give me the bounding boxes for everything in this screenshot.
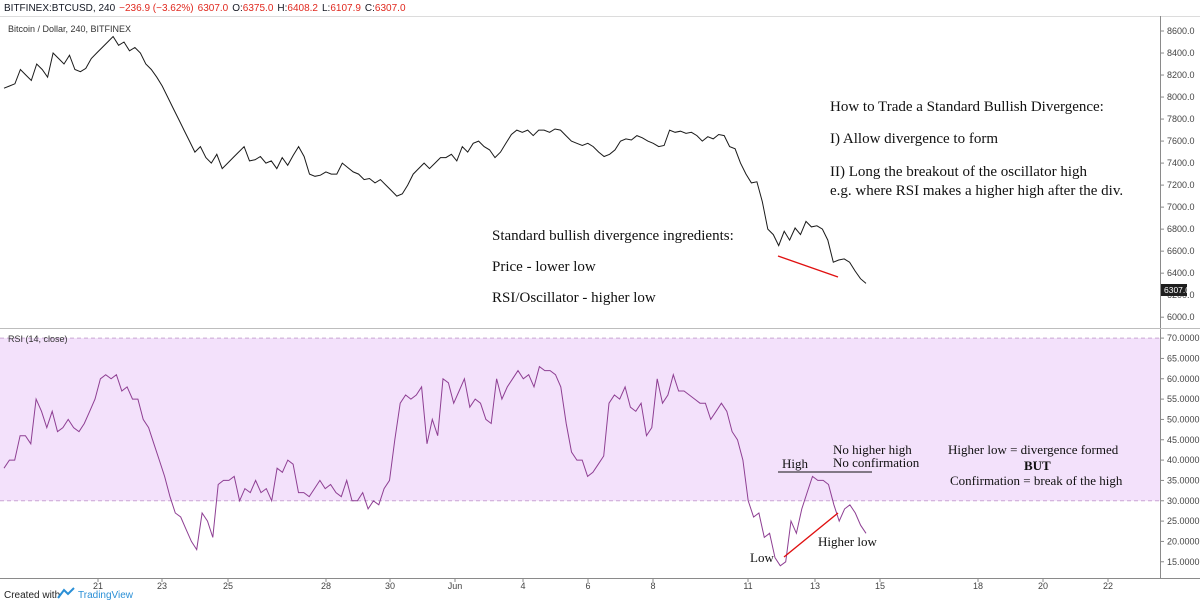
rsi-band: [0, 338, 1160, 501]
confirmation-text: Confirmation = break of the high: [950, 473, 1123, 488]
time-axis-tick-label: 21: [93, 581, 103, 591]
rsi-divergence-line: [783, 512, 839, 558]
time-axis: 21 23 25 28 30 Jun 4 6 8 11 13 15 18 20 22: [93, 578, 1113, 591]
price-series-line: [3, 35, 867, 284]
rsi-axis-tick-label: 15.0000: [1167, 557, 1200, 567]
time-axis-tick-label: 25: [223, 581, 233, 591]
price-axis-tick-label: 7000.0: [1167, 202, 1195, 212]
header-open-label: O:: [232, 3, 243, 14]
trade-step-2a: II) Long the breakout of the oscillator …: [830, 164, 1088, 180]
rsi-axis: 15.0000 20.0000 25.0000 30.0000 35.0000 40.00…: [1160, 333, 1200, 567]
tradingview-logo-icon: [57, 587, 75, 599]
time-axis-tick-label: 18: [973, 581, 983, 591]
svg-text:BITFINEX:BTCUSD, 240−236.9 (−3: BITFINEX:BTCUSD, 240 −236.9 (−3.62%) 6307.…: [4, 3, 406, 14]
header-close-label: C:: [365, 3, 375, 14]
current-price-tag: 6307.0: [1161, 284, 1190, 296]
header-high-label: H:: [277, 3, 287, 14]
no-confirmation-text: No confirmation: [833, 455, 920, 470]
time-axis-tick-label: 6: [585, 581, 590, 591]
but-text: BUT: [1024, 458, 1051, 473]
rsi-series-line: [3, 365, 867, 567]
price-axis: 6000.06200.06400.06600.06800.07000.07200…: [1160, 26, 1195, 322]
time-axis-tick-label: 22: [1103, 581, 1113, 591]
price-axis-tick-label: 6600.0: [1167, 246, 1195, 256]
rsi-low-label: Low: [750, 550, 774, 565]
price-axis-tick-label: 7800.0: [1167, 114, 1195, 124]
header-high: 6408.2: [287, 3, 318, 14]
footer: Created with TradingView: [4, 587, 134, 601]
rsi-axis-tick-label: 30.0000: [1167, 496, 1200, 506]
rsi-axis-tick-label: 45.0000: [1167, 435, 1200, 445]
rsi-high-label: High: [782, 456, 809, 471]
rsi-axis-tick-label: 65.0000: [1167, 353, 1200, 363]
price-axis-tick-label: 7400.0: [1167, 158, 1195, 168]
no-higher-high-text: No higher high: [833, 442, 912, 457]
time-axis-tick-label: 8: [650, 581, 655, 591]
time-axis-tick-label: 4: [520, 581, 525, 591]
time-axis-tick-label: Jun: [448, 581, 463, 591]
rsi-axis-tick-label: 50.0000: [1167, 414, 1200, 424]
time-axis-tick-label: 23: [157, 581, 167, 591]
current-price-label: 6307.0: [1164, 285, 1190, 295]
trade-step-1: I) Allow divergence to form: [830, 131, 998, 147]
price-axis-tick-label: 6000.0: [1167, 312, 1195, 322]
time-axis-tick-label: 11: [743, 581, 752, 591]
ingredients-title: Standard bullish divergence ingredients:: [492, 228, 734, 244]
ingredient-rsi: RSI/Oscillator - higher low: [492, 290, 656, 306]
time-axis-tick-label: 13: [810, 581, 820, 591]
rsi-axis-tick-label: 35.0000: [1167, 475, 1200, 485]
header-symbol: BITFINEX:BTCUSD, 240: [4, 3, 116, 14]
price-axis-tick-label: 6800.0: [1167, 224, 1195, 234]
price-axis-tick-label: 7600.0: [1167, 136, 1195, 146]
footer-created-with: Created with: [4, 590, 60, 601]
header-change: −236.9 (−3.62%): [119, 3, 194, 14]
trade-title: How to Trade a Standard Bullish Divergen…: [830, 99, 1104, 115]
price-divergence-line: [777, 255, 839, 278]
ingredient-price: Price - lower low: [492, 259, 596, 275]
price-axis-tick-label: 8000.0: [1167, 92, 1195, 102]
trade-step-2b: e.g. where RSI makes a higher high after…: [830, 183, 1123, 199]
price-axis-tick-label: 6400.0: [1167, 268, 1195, 278]
header-close: 6307.0: [375, 3, 406, 14]
time-axis-tick-label: 30: [385, 581, 395, 591]
divergence-formed-text: Higher low = divergence formed: [948, 442, 1119, 457]
price-axis-tick-label: 8400.0: [1167, 48, 1195, 58]
price-pane-title: Bitcoin / Dollar, 240, BITFINEX: [8, 24, 131, 34]
header-last: 6307.0: [198, 3, 229, 14]
rsi-pane-title: RSI (14, close): [8, 334, 68, 344]
rsi-axis-tick-label: 40.0000: [1167, 455, 1200, 465]
header-bar: BITFINEX:BTCUSD, 240 −236.9 (−3.62%) 6307.…: [4, 3, 406, 14]
header-open: 6375.0: [243, 3, 274, 14]
rsi-axis-tick-label: 25.0000: [1167, 516, 1200, 526]
rsi-higher-low-label: Higher low: [818, 534, 877, 549]
header-low-label: L:: [322, 3, 330, 14]
footer-brand: TradingView: [78, 590, 134, 601]
rsi-axis-tick-label: 55.0000: [1167, 394, 1200, 404]
time-axis-tick-label: 20: [1038, 581, 1048, 591]
price-axis-tick-label: 7200.0: [1167, 180, 1195, 190]
header-low: 6107.9: [330, 3, 361, 14]
rsi-axis-tick-label: 20.0000: [1167, 536, 1200, 546]
rsi-axis-tick-label: 70.0000: [1167, 333, 1200, 343]
time-axis-tick-label: 15: [875, 581, 885, 591]
time-axis-tick-label: 28: [321, 581, 331, 591]
price-axis-tick-label: 8200.0: [1167, 70, 1195, 80]
price-axis-tick-label: 8600.0: [1167, 26, 1195, 36]
rsi-axis-tick-label: 60.0000: [1167, 374, 1200, 384]
